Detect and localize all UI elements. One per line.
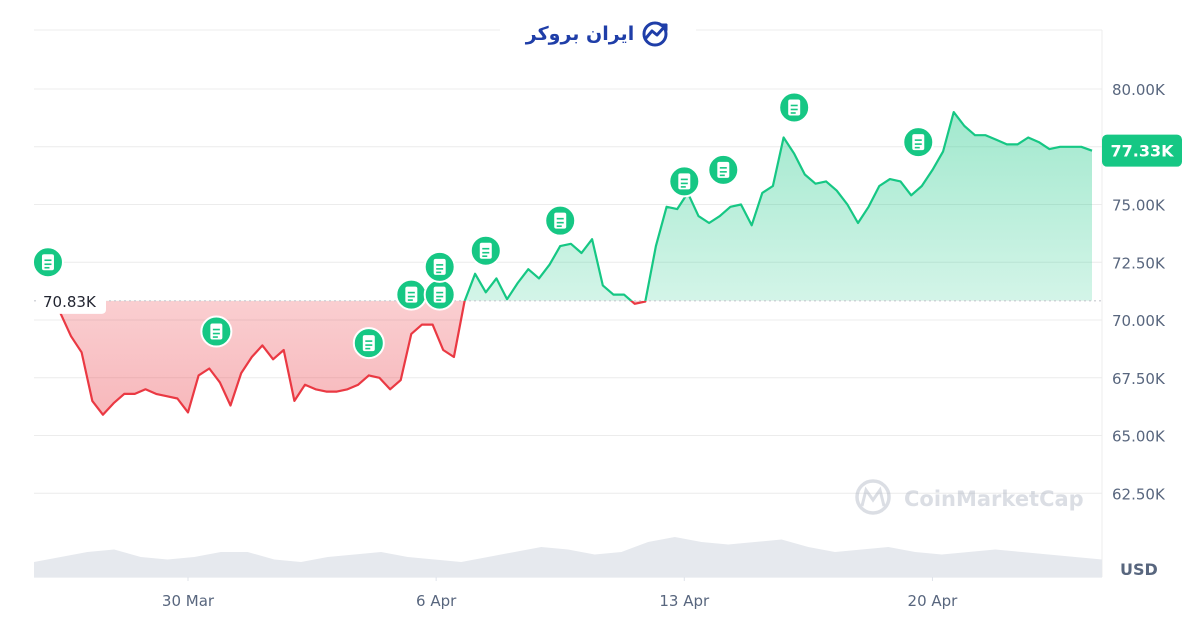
document-icon [479,242,492,259]
news-event-icon [902,126,935,159]
price-line-up [45,111,1093,301]
news-event-icon [668,165,701,198]
news-event-icon [395,278,428,311]
news-event-icon [352,327,385,360]
document-icon [912,134,925,151]
y-tick-label: 62.50K [1112,485,1166,503]
trend-chart-logo-icon [642,21,668,47]
news-event-icon [200,315,233,348]
brand-header: ایران بروکر [500,14,696,54]
y-tick-label: 75.00K [1112,197,1166,215]
x-tick-label: 13 Apr [659,592,710,610]
current-price-tag [1102,134,1182,167]
area-below-baseline [52,300,646,415]
price-line-down [50,300,647,416]
baseline-label: 70.83K [43,293,97,311]
x-tick-label: 20 Apr [908,592,959,610]
news-event-icon [31,246,64,279]
document-icon [210,323,223,340]
document-icon [362,335,375,352]
x-tick-label: 6 Apr [416,592,457,610]
news-event-icon [778,91,811,124]
y-tick-label: 80.00K [1112,81,1166,99]
document-icon [41,254,54,271]
document-icon [678,173,691,190]
news-event-icon [707,153,740,186]
area-above-baseline [46,112,1092,301]
brand-name: ایران بروکر [525,23,635,45]
document-icon [433,286,446,303]
y-tick-label: 67.50K [1112,370,1166,388]
y-tick-label: 72.50K [1112,254,1166,272]
baseline-label-bg [36,287,106,314]
document-icon [717,161,730,178]
x-tick-label: 30 Mar [162,592,215,610]
watermark-text: CoinMarketCap [904,487,1084,511]
news-event-icon [423,278,456,311]
volume-area [34,537,1102,577]
coinmarketcap-logo-icon [855,479,891,515]
y-axis-unit-label: USD [1120,560,1158,579]
document-icon [788,99,801,116]
document-icon [433,258,446,275]
news-event-icon [544,204,577,237]
y-tick-label: 65.00K [1112,428,1166,446]
news-event-icon [423,250,456,283]
document-icon [405,286,418,303]
news-event-icon [469,234,502,267]
document-icon [554,212,567,229]
current-price-label: 77.33K [1110,142,1174,161]
y-tick-label: 70.00K [1112,312,1166,330]
